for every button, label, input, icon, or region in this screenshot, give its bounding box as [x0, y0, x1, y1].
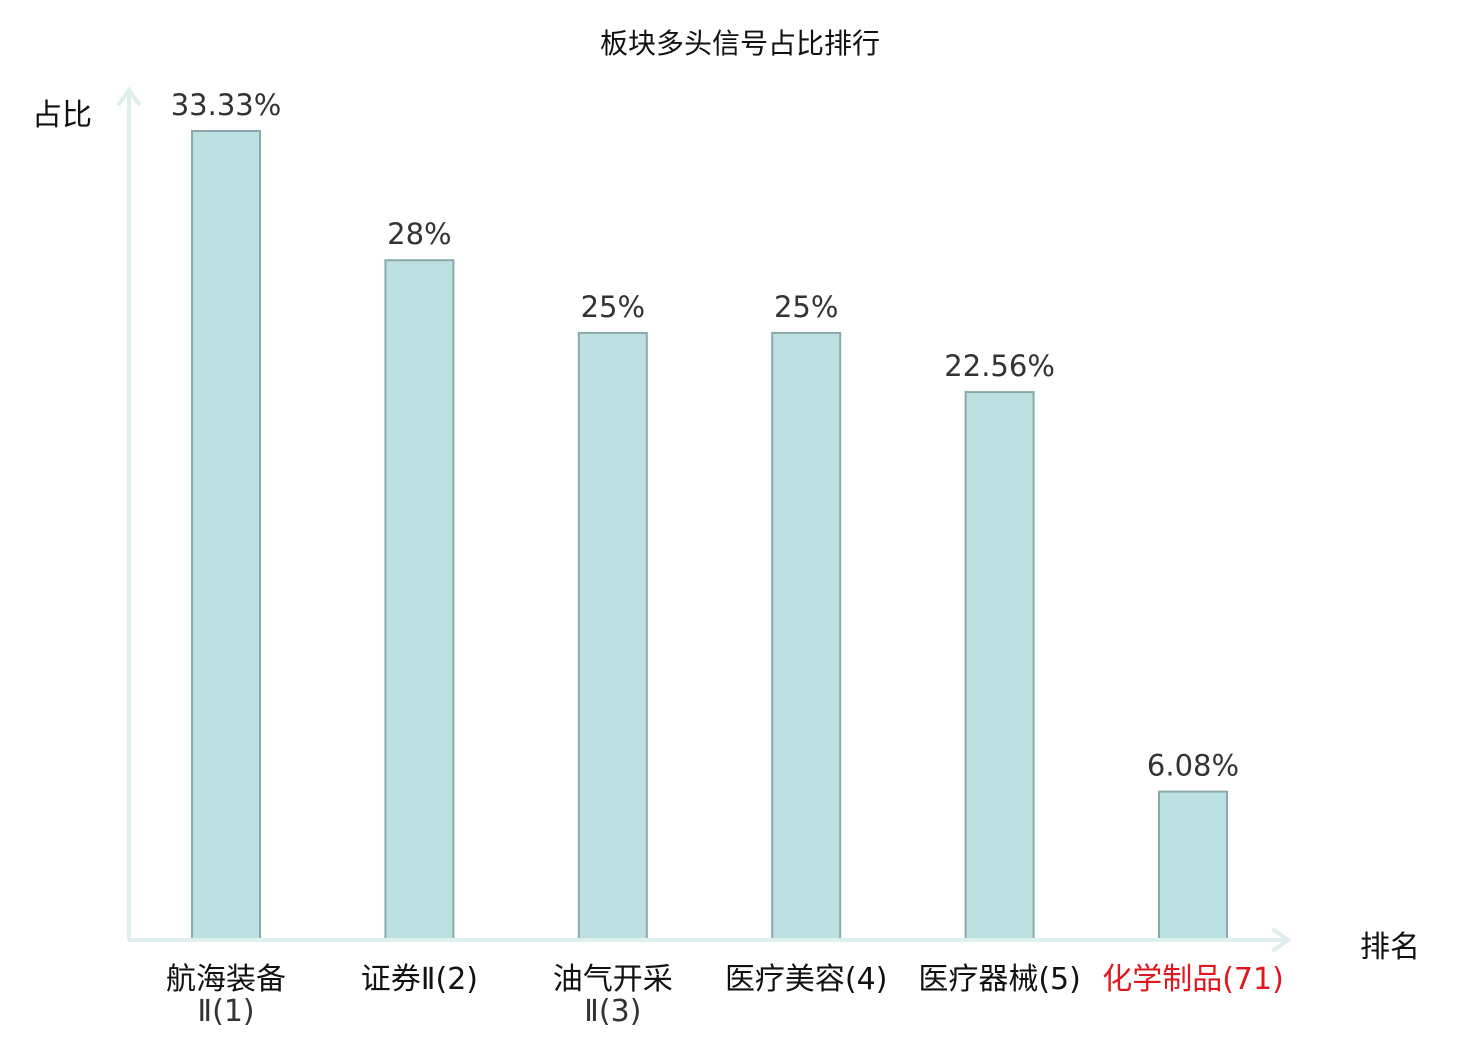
category-label-line2: Ⅱ(1) — [197, 994, 255, 1029]
data-label-6: 6.08% — [1147, 749, 1239, 783]
category-label-line1: 医疗美容(4) — [724, 962, 888, 997]
category-label-line1: 航海装备 — [166, 962, 286, 997]
category-label-line1: 医疗器械(5) — [918, 962, 1081, 997]
data-label-4: 25% — [774, 290, 838, 324]
category-label-6: 化学制品(71) — [1083, 964, 1303, 996]
x-axis-arrow-icon — [1272, 928, 1292, 952]
bar-1 — [191, 130, 261, 940]
category-label-5: 医疗器械(5) — [890, 964, 1110, 996]
category-label-1: 航海装备 Ⅱ(1) — [116, 964, 336, 1028]
x-axis-label: 排名 — [1360, 930, 1420, 965]
bar-5 — [964, 391, 1035, 941]
category-label-4: 医疗美容(4) — [696, 964, 916, 996]
category-label-3: 油气开采 Ⅱ(3) — [503, 964, 723, 1028]
y-axis-arrow-icon — [117, 86, 141, 106]
category-label-line1: 化学制品(71) — [1102, 962, 1284, 997]
bar-4 — [771, 331, 842, 940]
category-label-line1: 证券Ⅱ(2) — [360, 962, 479, 997]
category-label-line2: Ⅱ(3) — [584, 994, 642, 1029]
data-label-5: 22.56% — [944, 349, 1055, 383]
category-label-2: 证券Ⅱ(2) — [309, 964, 529, 996]
data-label-2: 28% — [387, 217, 451, 251]
data-label-1: 33.33% — [171, 88, 282, 122]
category-label-line1: 油气开采 — [552, 962, 673, 997]
bar-2 — [384, 259, 455, 941]
y-axis-label: 占比 — [32, 98, 92, 133]
data-label-3: 25% — [581, 290, 645, 324]
chart-title: 板块多头信号占比排行 — [599, 27, 880, 60]
bar-6 — [1158, 790, 1228, 941]
bar-3 — [577, 331, 648, 940]
